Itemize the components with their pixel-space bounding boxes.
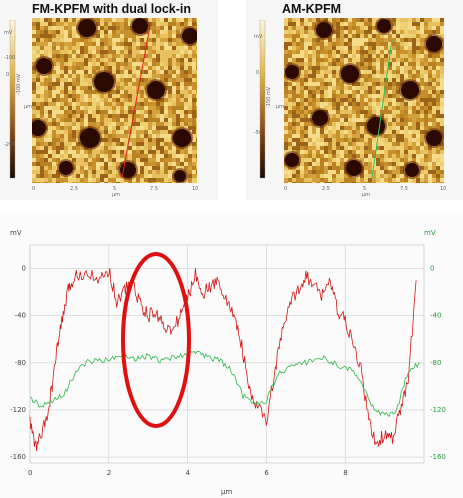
afm-dot bbox=[377, 19, 391, 33]
afm-dot bbox=[94, 72, 114, 92]
afm-panel-fm: FM-KPFM with dual lock-in mV -100 0 -200… bbox=[0, 0, 218, 200]
afm-texture bbox=[32, 18, 197, 183]
afm-dot bbox=[346, 160, 362, 176]
y-tick-label-right: -160 bbox=[430, 453, 446, 461]
afm-dot bbox=[78, 19, 96, 37]
afm-dot bbox=[173, 129, 191, 147]
y-tick-label-left: -80 bbox=[15, 359, 26, 367]
colorbar-am bbox=[259, 20, 266, 179]
x-tick-label: 4 bbox=[186, 469, 191, 477]
colorbar-side-label: -100 mV bbox=[16, 73, 22, 95]
afm-dot bbox=[59, 161, 73, 175]
scan-line bbox=[371, 39, 393, 179]
colorbar-side-label: -150 mV bbox=[266, 86, 272, 108]
x-tick-label: 6 bbox=[264, 469, 269, 477]
colorbar-tick: -200 bbox=[4, 142, 16, 148]
y-tick-label-right: 0 bbox=[430, 265, 434, 273]
afm-dot bbox=[147, 81, 165, 99]
afm-dot bbox=[80, 128, 100, 148]
afm-dot bbox=[367, 117, 385, 135]
x-tick: 0 bbox=[32, 186, 36, 192]
x-tick: 2.5 bbox=[322, 186, 330, 192]
afm-dot bbox=[426, 36, 442, 52]
series-line-fm bbox=[29, 267, 417, 452]
x-tick-label: 8 bbox=[343, 469, 347, 477]
colorbar-tick: 0 bbox=[256, 70, 260, 76]
x-tick: 7.5 bbox=[400, 186, 408, 192]
afm-dot bbox=[401, 81, 419, 99]
afm-dot bbox=[285, 153, 299, 167]
x-tick: 0 bbox=[284, 186, 288, 192]
x-tick: 5 bbox=[363, 186, 367, 192]
colorbar-tick: -50 bbox=[254, 130, 263, 136]
panel-title-fm: FM-KPFM with dual lock-in bbox=[32, 2, 192, 16]
x-tick: 7.5 bbox=[150, 186, 158, 192]
y-tick-label-right: -120 bbox=[430, 406, 446, 414]
x-tick-label: 0 bbox=[28, 469, 32, 477]
x-tick: 10 bbox=[440, 186, 447, 192]
afm-dot bbox=[312, 110, 328, 126]
colorbar-tick: -100 bbox=[4, 55, 16, 61]
x-tick: 2.5 bbox=[70, 186, 78, 192]
x-unit-fm: µm bbox=[112, 192, 121, 198]
afm-dot bbox=[36, 58, 52, 74]
y-unit-am: µm bbox=[276, 104, 285, 110]
afm-panel-am: AM-KPFM mV 0 -50 -150 mV 0 2.5 5 7.5 10 … bbox=[246, 0, 463, 200]
highlight-ellipse bbox=[121, 252, 191, 428]
x-tick: 5 bbox=[113, 186, 117, 192]
x-unit-am: µm bbox=[362, 192, 371, 198]
y-tick-label-left: -120 bbox=[10, 406, 26, 414]
x-axis-unit: µm bbox=[221, 488, 232, 496]
afm-image-am bbox=[284, 18, 444, 183]
afm-dot bbox=[405, 163, 419, 177]
scan-line bbox=[121, 25, 151, 179]
afm-dot bbox=[132, 18, 148, 34]
colorbar-unit-am: mV bbox=[254, 34, 263, 40]
colorbar-tick: 0 bbox=[6, 72, 10, 78]
y-tick-label-left: 0 bbox=[22, 265, 26, 273]
y-tick-label-right: -40 bbox=[430, 312, 441, 320]
afm-dot bbox=[426, 130, 442, 146]
chart-series bbox=[29, 267, 421, 452]
y-unit-fm: µm bbox=[24, 104, 33, 110]
afm-dot bbox=[32, 120, 46, 136]
x-tick-label: 2 bbox=[107, 469, 111, 477]
afm-image-fm bbox=[32, 18, 197, 183]
y-tick-label-left: -160 bbox=[10, 453, 26, 461]
y-axis-unit-left: mV bbox=[10, 229, 22, 237]
colorbar-fm bbox=[9, 20, 16, 179]
y-axis-unit-right: mV bbox=[424, 229, 436, 237]
y-tick-label-left: -40 bbox=[15, 312, 26, 320]
y-tick-label-right: -80 bbox=[430, 359, 441, 367]
afm-dot bbox=[174, 170, 186, 182]
afm-dot bbox=[341, 65, 359, 83]
x-tick: 10 bbox=[192, 186, 199, 192]
colorbar-unit-fm: mV bbox=[4, 30, 13, 36]
afm-texture bbox=[284, 18, 444, 183]
chart-background bbox=[0, 213, 463, 498]
afm-dot bbox=[182, 28, 197, 44]
afm-dot bbox=[316, 22, 332, 38]
afm-dot bbox=[285, 65, 299, 79]
panel-title-am: AM-KPFM bbox=[282, 2, 342, 16]
series-line-am bbox=[29, 350, 421, 418]
